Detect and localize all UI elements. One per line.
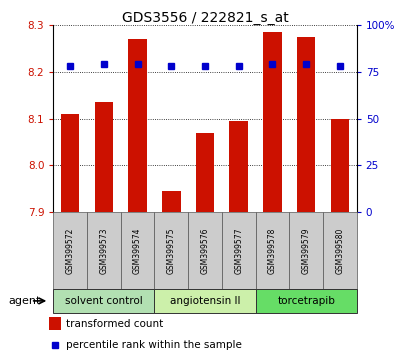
Bar <box>195 133 214 212</box>
Text: GSM399572: GSM399572 <box>65 227 74 274</box>
Bar <box>61 114 79 212</box>
Text: solvent control: solvent control <box>65 296 142 306</box>
Bar <box>255 212 289 289</box>
Text: agent: agent <box>8 296 40 306</box>
Text: GSM399578: GSM399578 <box>267 227 276 274</box>
Bar <box>128 39 146 212</box>
Text: GSM399574: GSM399574 <box>133 227 142 274</box>
Text: GSM399573: GSM399573 <box>99 227 108 274</box>
Bar <box>296 36 315 212</box>
Bar <box>263 32 281 212</box>
Bar <box>53 289 154 313</box>
Bar <box>255 289 356 313</box>
Bar <box>330 119 348 212</box>
Text: GSM399577: GSM399577 <box>234 227 243 274</box>
Text: GSM399580: GSM399580 <box>335 227 344 274</box>
Bar <box>94 102 113 212</box>
Text: GSM399575: GSM399575 <box>166 227 175 274</box>
Bar <box>322 212 356 289</box>
Bar <box>53 212 87 289</box>
Text: torcetrapib: torcetrapib <box>276 296 334 306</box>
Bar <box>120 212 154 289</box>
Bar <box>154 289 255 313</box>
Bar <box>87 212 120 289</box>
Text: GSM399576: GSM399576 <box>200 227 209 274</box>
Bar <box>289 212 322 289</box>
Bar <box>229 121 247 212</box>
Text: percentile rank within the sample: percentile rank within the sample <box>66 340 241 350</box>
Text: transformed count: transformed count <box>66 319 163 329</box>
Bar <box>221 212 255 289</box>
Bar <box>49 318 61 330</box>
Bar <box>188 212 221 289</box>
Bar <box>154 212 188 289</box>
Text: GDS3556 / 222821_s_at: GDS3556 / 222821_s_at <box>121 11 288 25</box>
Bar <box>162 191 180 212</box>
Text: angiotensin II: angiotensin II <box>169 296 240 306</box>
Text: GSM399579: GSM399579 <box>301 227 310 274</box>
